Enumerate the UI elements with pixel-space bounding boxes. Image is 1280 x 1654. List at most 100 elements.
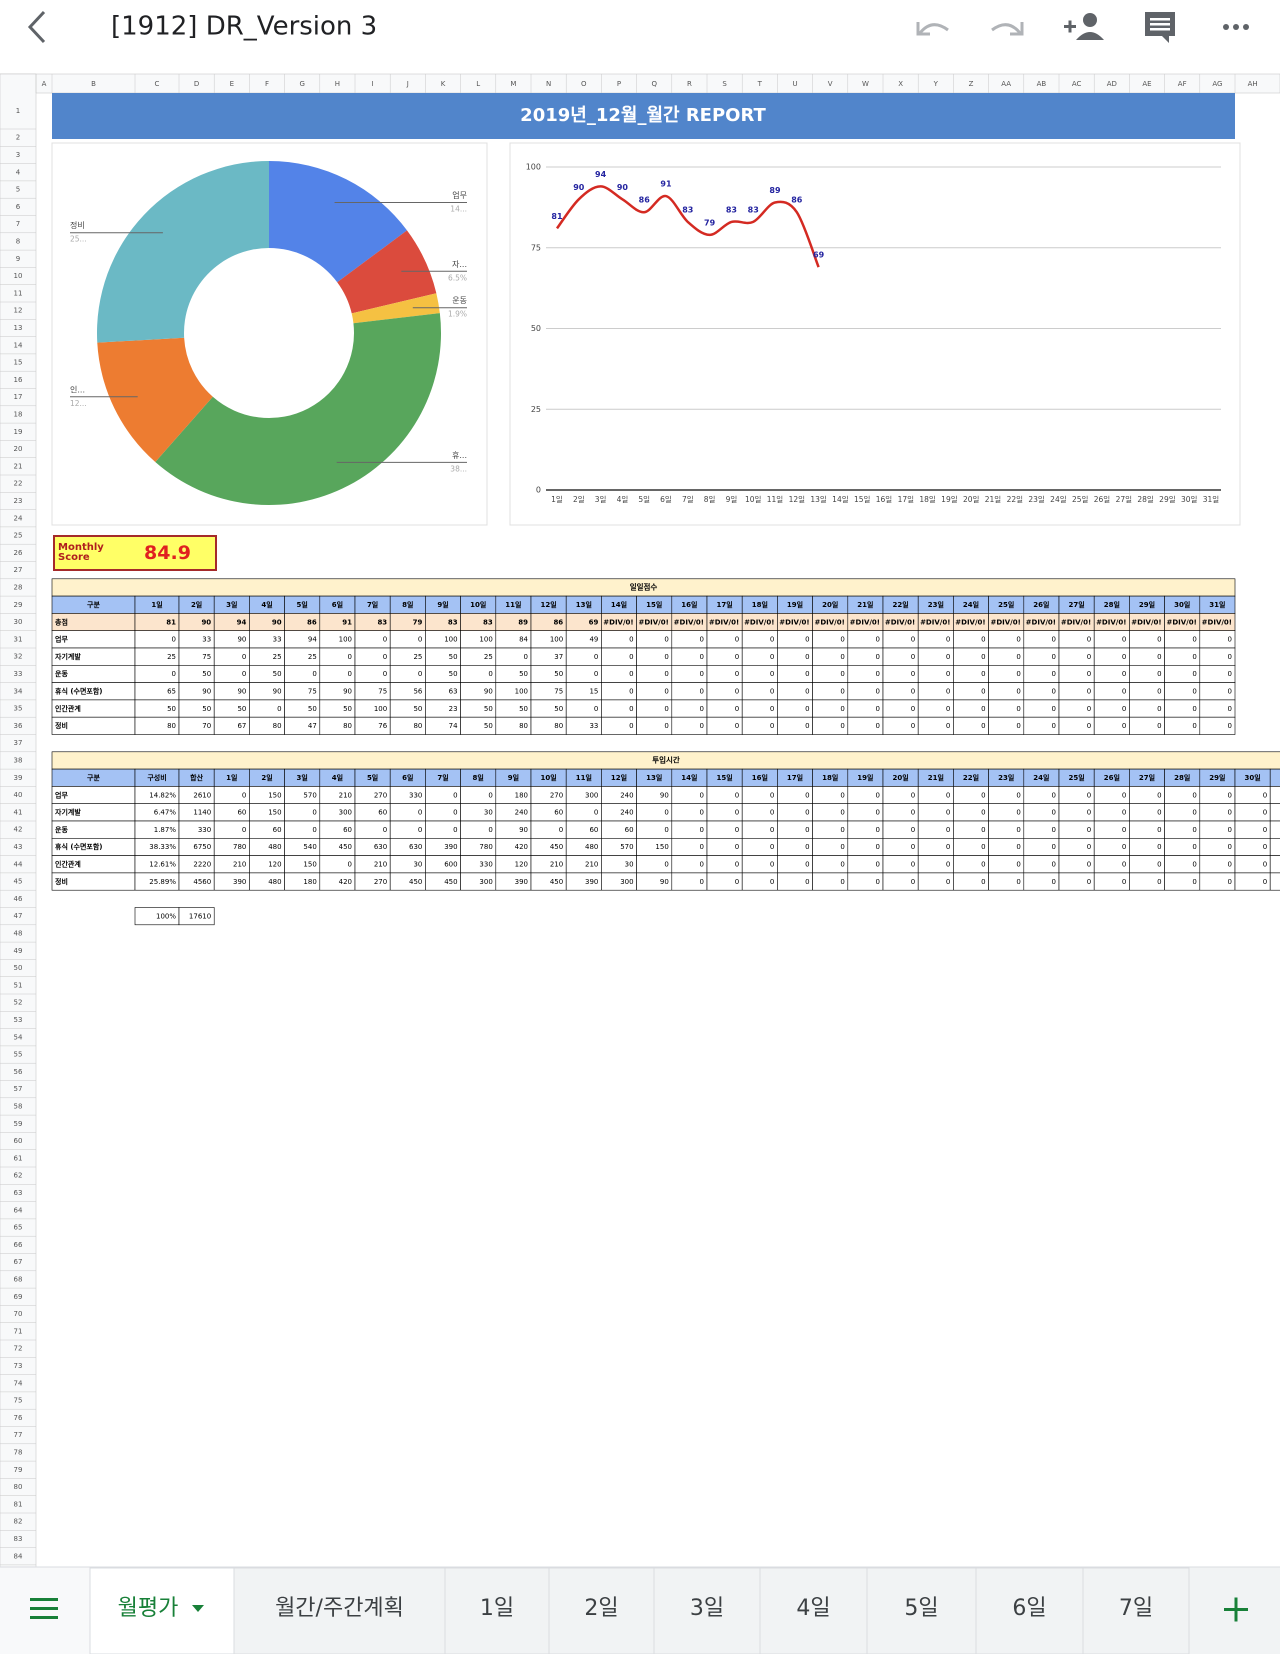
share-button[interactable] [1064,13,1104,40]
row-number: 68 [14,1275,23,1283]
sheet-menu-button[interactable] [30,1598,58,1619]
pie-label: 업무 [452,191,467,200]
cell: 330 [198,826,211,834]
cell: 1.87% [154,826,177,834]
more-button[interactable] [1223,24,1249,30]
cell: 0 [1052,826,1056,834]
tab-dropdown[interactable] [192,1605,204,1612]
cell: 0 [805,705,809,713]
cell: 50 [484,722,493,730]
redo-button[interactable] [991,22,1024,36]
sheet-tab-label: 4일 [796,1596,830,1621]
cell: 25.89% [149,878,176,886]
column-letter: Q [651,80,657,88]
row-number: 60 [14,1137,23,1145]
cell: 0 [876,636,880,644]
cell: 0 [664,826,668,834]
sheet-tab[interactable] [759,1567,868,1654]
header: 29일 [1209,773,1225,782]
cell: 0 [805,878,809,886]
cell: 0 [1087,653,1091,661]
row-number: 25 [14,532,23,540]
cell: 0 [805,826,809,834]
x-tick-label: 28일 [1137,495,1154,504]
cell: 30 [413,861,422,869]
cell: 60 [589,826,598,834]
cell: 86 [307,618,317,626]
header: 10일 [541,773,557,782]
row-number: 32 [14,653,23,661]
cell: #DIV/0! [850,618,880,626]
row-number: 58 [14,1102,23,1110]
cell-cell [1269,803,1280,822]
column-letter: U [792,80,797,88]
sheet-tab[interactable] [233,1567,446,1654]
cell: 60 [554,809,563,817]
column-header-bar [0,73,1280,94]
cell: 120 [515,861,528,869]
cell: 0 [1192,809,1196,817]
cell: 450 [339,843,352,851]
cell: 0 [1016,809,1020,817]
cell: 정비 [55,877,68,886]
row-number: 51 [14,981,23,989]
cell: 0 [735,636,739,644]
header: 2일 [191,600,202,609]
cell: 210 [374,861,387,869]
row-number: 28 [14,583,23,591]
cell: 270 [550,791,563,799]
pie-value-label: 6.5% [448,273,467,282]
cell: 79 [413,618,423,626]
cell: 0 [629,636,633,644]
cell: 자기계발 [55,652,81,661]
cell: 업무 [55,790,68,799]
header: 18일 [752,600,768,609]
cell: 100 [444,636,457,644]
cell: 0 [876,688,880,696]
row-number: 79 [14,1466,23,1474]
cell: 90 [660,878,669,886]
data-label: 86 [639,196,651,205]
cell: 390 [444,843,457,851]
cell: 65 [167,688,176,696]
sheet-tab[interactable] [444,1567,550,1654]
header: 9일 [437,600,448,609]
cell: 0 [1228,878,1232,886]
comment-button[interactable] [1145,12,1175,43]
data-label: 86 [791,196,803,205]
cell: 0 [840,878,844,886]
header: 21일 [857,600,873,609]
header: 31일 [1209,600,1225,609]
x-tick-label: 17일 [898,495,915,504]
sheet-tab[interactable] [1082,1567,1190,1654]
cell-cell [1269,837,1280,856]
column-letter: B [91,80,96,88]
header: 13일 [576,600,592,609]
sheet-tab[interactable] [89,1567,235,1654]
sheet-tab[interactable] [866,1567,977,1654]
cell: 0 [770,843,774,851]
cell: 0 [1122,688,1126,696]
cell: 0 [981,826,985,834]
cell: 0 [1052,688,1056,696]
cell: 50 [554,705,563,713]
cell: 0 [911,791,915,799]
cell: 80 [167,722,176,730]
back-button[interactable] [27,10,46,44]
undo-button[interactable] [916,22,949,36]
cell: 89 [518,618,528,626]
header: 20일 [822,600,838,609]
cell: 0 [1192,670,1196,678]
cell: 0 [1087,670,1091,678]
column-letter: W [862,80,869,88]
cell: 0 [946,826,950,834]
cell: 0 [770,722,774,730]
sheet-tab[interactable] [975,1567,1084,1654]
add-sheet-button[interactable] [1224,1597,1248,1622]
cell: 0 [664,636,668,644]
line-chart-frame [509,142,1241,526]
cell: #DIV/0! [1166,618,1196,626]
row-number: 33 [14,670,23,678]
pie-slice [155,313,442,505]
sheet-tab[interactable] [653,1567,761,1654]
